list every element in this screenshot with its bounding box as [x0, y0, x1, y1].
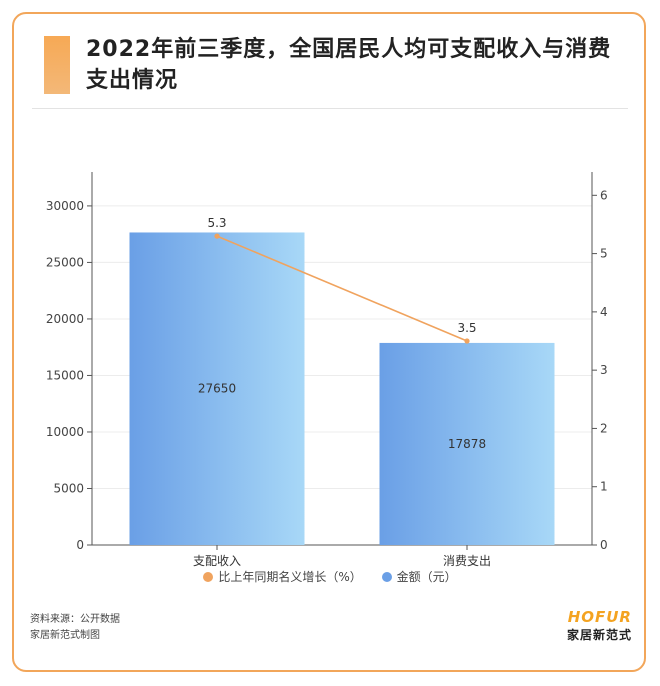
bar: [379, 342, 555, 545]
category-label: 消费支出: [443, 554, 491, 568]
chart-legend: 比上年同期名义增长（%） 金额（元）: [0, 568, 660, 585]
bar: [129, 232, 305, 546]
left-axis-tick-label: 30000: [46, 199, 84, 213]
category-label: 支配收入: [193, 554, 241, 568]
growth-series-line: [216, 235, 468, 342]
legend-item-amount: 金额（元）: [381, 568, 457, 585]
growth-point: [464, 338, 470, 344]
right-axis-tick-label: 1: [600, 480, 608, 494]
card-frame: [12, 12, 646, 672]
right-axis-tick-label: 2: [600, 421, 608, 435]
growth-value-label: 3.5: [457, 321, 476, 335]
bar-value-label: 17878: [448, 437, 486, 451]
legend-label-growth: 比上年同期名义增长（%）: [218, 570, 362, 584]
legend-item-growth: 比上年同期名义增长（%）: [203, 568, 362, 585]
right-axis-tick-label: 6: [600, 188, 608, 202]
left-axis-tick-label: 25000: [46, 255, 84, 269]
brand-logo: HOFUR 家居新范式: [567, 608, 632, 643]
bar-value-label: 27650: [198, 382, 236, 396]
source-text: 资料来源：公开数据: [30, 614, 120, 625]
legend-bar-dot-icon: [381, 571, 392, 582]
credit-text: 家居新范式制图: [30, 630, 100, 641]
left-axis-tick-label: 5000: [53, 481, 84, 495]
chart-title: 2022年前三季度，全国居民人均可支配收入与消费支出情况: [86, 37, 612, 93]
source-note: 资料来源：公开数据 家居新范式制图: [30, 612, 120, 644]
left-axis-tick-label: 10000: [46, 425, 84, 439]
title-accent-bar: [44, 36, 70, 94]
growth-point: [214, 233, 220, 239]
brand-logo-mark: HOFUR: [567, 608, 632, 626]
left-axis-tick-label: 15000: [46, 368, 84, 382]
right-axis-tick-label: 5: [600, 247, 608, 261]
right-axis-tick-label: 3: [600, 363, 608, 377]
title-divider: [32, 108, 628, 109]
growth-value-label: 5.3: [207, 216, 226, 230]
left-axis-tick-label: 0: [76, 538, 84, 552]
legend-label-amount: 金额（元）: [396, 570, 457, 584]
right-axis-tick-label: 0: [600, 538, 608, 552]
brand-name: 家居新范式: [566, 628, 632, 642]
left-axis-tick-label: 20000: [46, 312, 84, 326]
legend-line-dot-icon: [203, 571, 214, 582]
right-axis-tick-label: 4: [600, 305, 608, 319]
